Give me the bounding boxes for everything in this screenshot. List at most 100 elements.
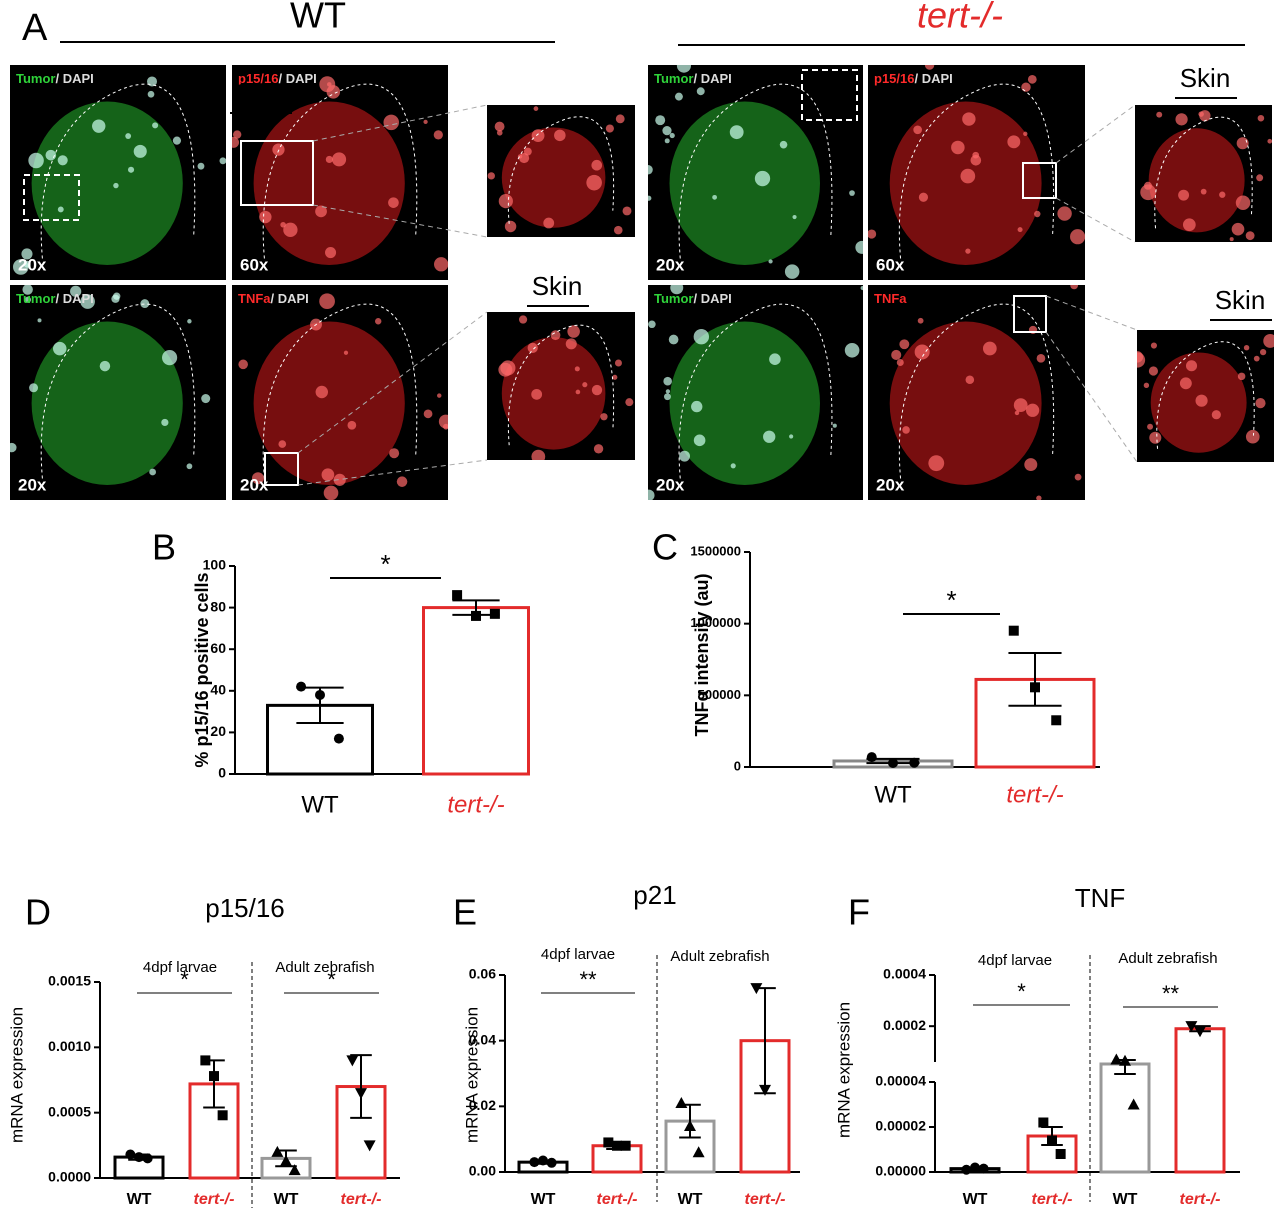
cell: [575, 389, 581, 395]
cell: [28, 152, 44, 169]
cell: [1245, 429, 1260, 444]
data-point: [1051, 715, 1062, 726]
error-bar: [1008, 652, 1062, 707]
cell: [1036, 495, 1042, 500]
micrograph: p15/16/ DAPI 60x: [232, 65, 448, 280]
chart-title: p21: [633, 880, 676, 910]
cell: [600, 413, 608, 421]
panel-letter: A: [22, 7, 48, 49]
cell: [574, 366, 580, 372]
cell: [550, 330, 561, 341]
cell: [10, 442, 17, 453]
cell: [80, 294, 95, 309]
cell: [965, 375, 975, 385]
x-tick-label: tert-/-: [1180, 1191, 1221, 1208]
cell: [127, 166, 135, 173]
data-point: [970, 1162, 980, 1173]
cell: [696, 87, 705, 96]
data-point: [134, 1152, 144, 1163]
channel-name: / DAPI: [271, 291, 309, 306]
channel-name: Tumor: [654, 291, 693, 306]
cell: [533, 106, 539, 111]
cell: [1237, 372, 1246, 381]
cell: [1195, 394, 1208, 407]
cell: [664, 393, 671, 401]
x-tick-label: WT: [678, 1191, 703, 1208]
cell: [518, 315, 528, 324]
tissue: [253, 321, 405, 485]
cell: [1260, 349, 1267, 356]
cell: [868, 229, 877, 239]
micrograph: p15/16/ DAPI 60x: [868, 65, 1085, 280]
channel-label: Tumor/ DAPI: [654, 71, 732, 86]
cell: [443, 423, 448, 430]
cell: [1148, 366, 1159, 376]
data-point: [1194, 1026, 1206, 1038]
channel-label: TNFa/ DAPI: [238, 291, 309, 306]
group-title: tert-/-: [917, 0, 1003, 36]
cell: [504, 220, 517, 233]
cell: [768, 259, 773, 264]
data-point: [355, 1088, 367, 1100]
cell: [531, 449, 546, 460]
cell: [437, 393, 442, 398]
cell: [970, 154, 982, 166]
cell: [1267, 138, 1272, 144]
zoom-connector: [1055, 104, 1136, 164]
cell: [53, 341, 67, 356]
cell: [531, 388, 543, 400]
data-point: [452, 590, 463, 601]
cell: [343, 350, 349, 355]
data-point: [142, 1153, 153, 1164]
micrograph: Tumor/ DAPI 20x: [648, 285, 863, 500]
cell: [527, 342, 538, 354]
cell: [1236, 137, 1249, 150]
channel-label: Tumor/ DAPI: [16, 291, 94, 306]
cell: [1021, 82, 1031, 92]
cell: [1147, 423, 1154, 430]
cell: [663, 376, 672, 386]
data-point: [529, 1157, 540, 1168]
x-tick-label: tert-/-: [745, 1191, 786, 1208]
y-tick-label: 0: [218, 765, 226, 781]
cell: [622, 206, 632, 216]
cell: [789, 434, 794, 439]
channel-name: Tumor: [654, 71, 693, 86]
panel-letter: E: [453, 892, 477, 933]
cell: [319, 293, 335, 310]
data-point: [675, 1097, 688, 1109]
cell: [1013, 398, 1028, 413]
x-tick-label: tert-/-: [341, 1191, 382, 1208]
cell: [1156, 111, 1163, 118]
cell: [605, 124, 614, 133]
y-tick-label: 0.0010: [48, 1038, 91, 1054]
cell: [172, 136, 182, 145]
cell: [238, 359, 248, 370]
cell: [648, 320, 656, 329]
cell: [233, 130, 242, 139]
cell: [388, 197, 399, 208]
tissue: [31, 321, 183, 485]
x-tick-label: WT: [963, 1191, 988, 1208]
cell: [332, 152, 347, 167]
data-point: [209, 1071, 219, 1082]
cell: [913, 125, 922, 135]
inset-label: Skin: [532, 271, 583, 301]
cell: [1243, 344, 1250, 351]
data-point: [200, 1055, 211, 1066]
cell: [219, 157, 226, 165]
data-point: [1110, 1053, 1123, 1065]
cell: [668, 334, 679, 345]
cell: [147, 76, 157, 87]
error-bar: [350, 1054, 372, 1119]
data-point: [471, 610, 481, 621]
y-tick-label: 0: [734, 758, 741, 773]
tissue: [669, 321, 820, 485]
data-point: [961, 1164, 972, 1175]
cell: [1257, 114, 1265, 122]
micrograph: Tumor/ DAPI 20x: [10, 65, 226, 280]
cell: [729, 125, 744, 140]
data-point: [1127, 1098, 1140, 1110]
cell: [691, 400, 703, 413]
cell: [982, 341, 997, 356]
